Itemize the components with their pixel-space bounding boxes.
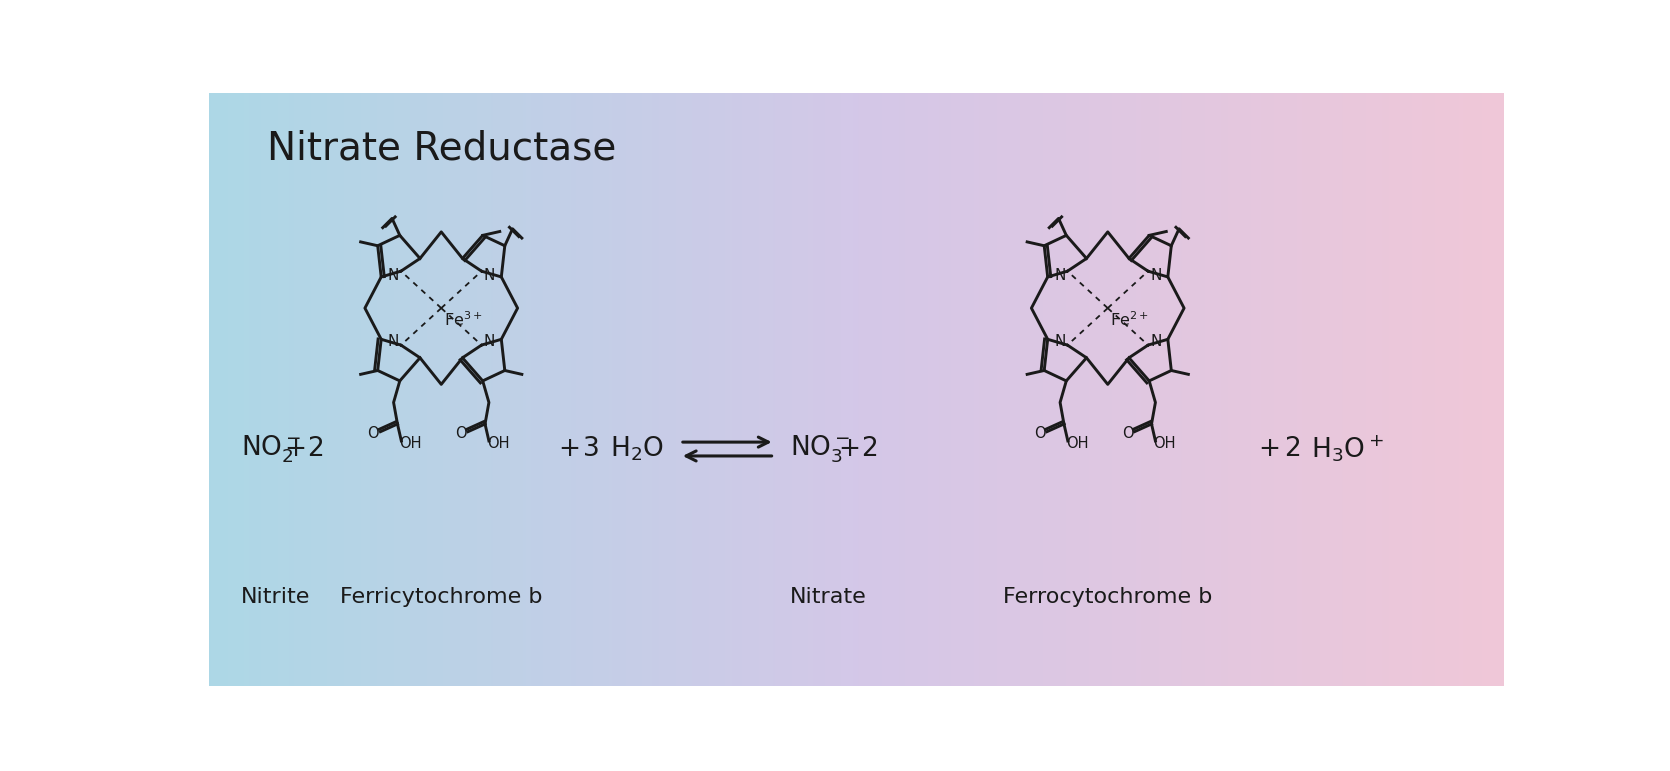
Text: Nitrate Reductase: Nitrate Reductase xyxy=(267,130,616,167)
Text: 2: 2 xyxy=(307,436,324,462)
Text: Ferrocytochrome b: Ferrocytochrome b xyxy=(1004,587,1212,607)
Text: Fe$^{3+}$: Fe$^{3+}$ xyxy=(444,311,483,329)
Text: +: + xyxy=(838,436,860,462)
Text: N: N xyxy=(387,334,399,348)
Text: NO$_2^-$: NO$_2^-$ xyxy=(240,433,301,465)
Text: Nitrite: Nitrite xyxy=(240,587,311,607)
Text: N: N xyxy=(484,268,494,282)
Text: Nitrate: Nitrate xyxy=(790,587,867,607)
Text: H$_3$O$^+$: H$_3$O$^+$ xyxy=(1311,433,1384,464)
Text: 3: 3 xyxy=(583,436,600,462)
Text: O: O xyxy=(367,426,379,441)
Text: N: N xyxy=(484,334,494,348)
Text: Ferricytochrome b: Ferricytochrome b xyxy=(341,587,543,607)
Text: N: N xyxy=(1151,334,1162,348)
Text: O: O xyxy=(456,426,468,441)
Text: +: + xyxy=(558,436,579,462)
Text: Fe$^{2+}$: Fe$^{2+}$ xyxy=(1111,311,1149,329)
Text: 2: 2 xyxy=(860,436,877,462)
Text: N: N xyxy=(1054,268,1065,282)
Text: +: + xyxy=(284,436,307,462)
Text: +: + xyxy=(1258,436,1279,462)
Text: 2: 2 xyxy=(1284,436,1301,462)
Text: OH: OH xyxy=(1154,436,1176,451)
Text: OH: OH xyxy=(399,436,423,451)
Text: O: O xyxy=(1122,426,1134,441)
Text: N: N xyxy=(1151,268,1162,282)
Text: N: N xyxy=(1054,334,1065,348)
Text: OH: OH xyxy=(488,436,509,451)
Text: N: N xyxy=(387,268,399,282)
Text: NO$_3^-$: NO$_3^-$ xyxy=(790,433,850,465)
Text: H$_2$O: H$_2$O xyxy=(610,435,665,463)
Text: O: O xyxy=(1034,426,1045,441)
Text: OH: OH xyxy=(1065,436,1089,451)
